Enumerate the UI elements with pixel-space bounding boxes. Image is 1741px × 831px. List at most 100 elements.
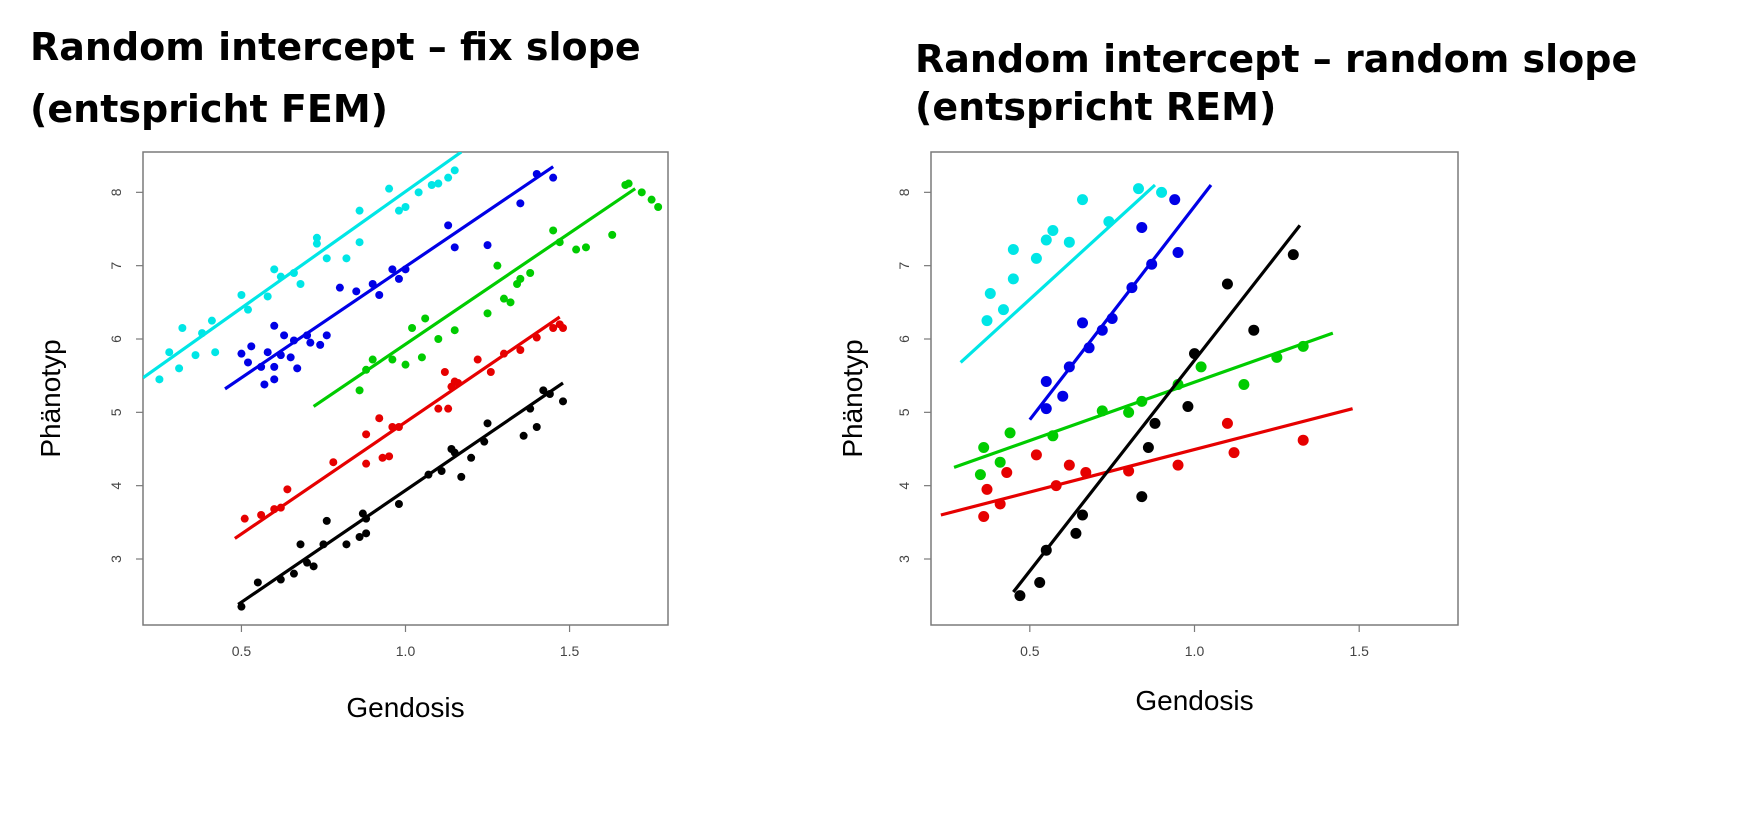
left-series-0-point [342, 254, 351, 263]
right-series-2-point [1004, 427, 1016, 439]
left-series-2-point [647, 195, 656, 204]
right-series-2-point [994, 456, 1006, 468]
left-series-2-point [401, 360, 410, 369]
right-series-2-point [978, 442, 990, 454]
left-series-0-point [444, 173, 453, 182]
right-y-tick-label: 3 [896, 555, 912, 563]
left-series-0-point [322, 254, 331, 263]
right-x-tick-label: 1.0 [1185, 643, 1205, 659]
left-series-3-point [378, 453, 387, 462]
right-series-4-point [1248, 324, 1260, 336]
left-series-0-point [401, 203, 410, 211]
right-series-4-point [1070, 527, 1082, 539]
left-series-0-point [270, 265, 279, 274]
right-series-1-point [1040, 403, 1052, 415]
right-chart-title: Random intercept – random slope (entspri… [915, 40, 1637, 126]
left-series-0-point [312, 239, 321, 248]
left-series-4-point [362, 529, 371, 538]
left-y-axis-label: Phänotyp [35, 339, 66, 457]
left-series-0-point [263, 292, 272, 301]
left-series-0-point [211, 348, 220, 357]
left-series-1-point [263, 348, 272, 357]
right-series-4-point [1077, 509, 1089, 521]
left-series-3-regression-line [233, 315, 561, 540]
left-series-0-point [427, 181, 436, 189]
left-series-2-point [493, 261, 502, 270]
right-x-axis-label: Gendosis [1135, 685, 1253, 716]
left-series-1-point [335, 283, 344, 292]
left-y-tick-label: 4 [108, 482, 124, 490]
right-y-tick-label: 6 [896, 335, 912, 343]
right-series-1-point [1136, 222, 1148, 234]
right-y-axis-label: Phänotyp [837, 339, 868, 457]
left-series-1-point [270, 362, 279, 371]
left-series-4-point [322, 516, 331, 525]
left-series-0-point [155, 375, 164, 384]
right-series-0-point [1047, 224, 1059, 236]
left-series-0-point [355, 238, 364, 247]
left-x-tick-label: 0.5 [232, 643, 252, 659]
left-series-3-point [362, 459, 371, 468]
left-series-3-point [486, 368, 495, 376]
left-series-1-point [244, 358, 252, 367]
right-series-0-point [1040, 234, 1052, 246]
left-y-tick-label: 7 [108, 262, 124, 270]
left-series-1-point [260, 380, 269, 389]
left-series-0-point [312, 233, 321, 242]
left-series-0-point [394, 206, 403, 215]
left-chart-title-line1: Random intercept – fix slope [30, 25, 641, 69]
left-series-1-point [444, 221, 453, 230]
left-series-1-point [375, 291, 384, 299]
right-series-0-point [1030, 252, 1042, 264]
left-series-3-point [375, 414, 384, 423]
left-series-0-point [414, 188, 423, 197]
left-x-axis-label: Gendosis [346, 692, 464, 723]
left-series-4-point [355, 533, 364, 541]
left-chart-title: Random intercept – fix slope (entspricht… [30, 28, 641, 128]
right-series-3-point [978, 510, 990, 522]
left-series-2 [312, 179, 663, 408]
left-series-3-point [240, 514, 249, 523]
left-y-tick-label: 5 [108, 408, 124, 416]
left-series-0-point [178, 324, 187, 332]
right-series-4-point [1287, 249, 1299, 261]
left-series-2-point [506, 298, 515, 307]
left-series-0-regression-line [143, 152, 463, 380]
left-series-4-point [519, 431, 528, 440]
left-series-2-point [421, 314, 430, 323]
right-series-3-point [1001, 466, 1013, 478]
left-series-2-point [355, 386, 364, 395]
left-series-4-point [342, 540, 351, 549]
left-series-2-point [516, 274, 525, 283]
right-series-4-point [1142, 442, 1154, 454]
left-chart-subtitle: (entspricht FEM) [30, 87, 389, 131]
right-series-4-point [1149, 417, 1161, 429]
left-series-1-point [394, 274, 403, 283]
left-series-1-point [270, 375, 279, 384]
left-series-1-point [352, 287, 361, 296]
right-series-1-point [1172, 246, 1184, 258]
left-series-1 [224, 165, 558, 391]
right-y-tick-label: 4 [896, 482, 912, 490]
left-series-0-point [244, 305, 252, 314]
left-series-4-point [532, 423, 541, 431]
left-series-0-point [385, 184, 394, 193]
right-series-0-point [997, 304, 1009, 316]
left-series-1-point [516, 199, 525, 208]
left-series-0-point [175, 364, 184, 373]
left-series-3-point [385, 452, 394, 461]
right-series-0-point [1007, 273, 1019, 285]
right-series-3-point [1228, 447, 1240, 459]
left-series-3-point [434, 404, 443, 413]
left-series-2-point [608, 230, 617, 239]
left-series-4-point [539, 386, 548, 395]
right-series-1-regression-line [1028, 184, 1213, 421]
left-series-0-point [355, 206, 364, 215]
left-series-1-point [450, 243, 459, 252]
left-x-tick-label: 1.0 [396, 643, 416, 659]
left-series-4-point [467, 453, 476, 462]
right-series-3-point [981, 483, 993, 495]
left-series-2-point [572, 245, 581, 254]
right-series-0-point [981, 315, 993, 327]
left-series-3 [233, 315, 567, 540]
